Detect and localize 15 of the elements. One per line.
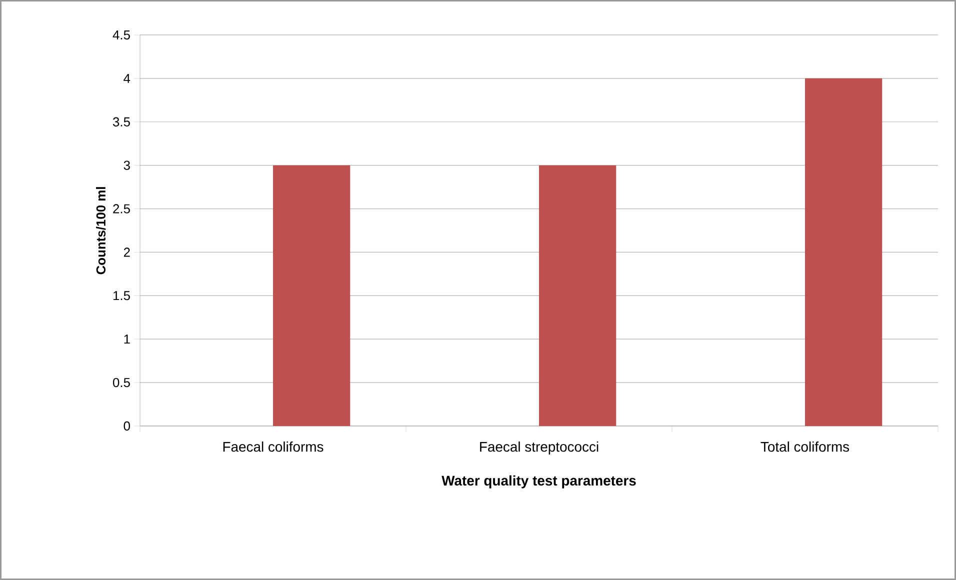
y-tick-label: 2 (124, 248, 130, 257)
y-tick-label: 2.5 (113, 204, 130, 214)
y-tick-label: 0.5 (112, 378, 130, 388)
y-tick-label: 3 (124, 160, 130, 170)
x-tick-label: Faecal coliforms (223, 442, 324, 452)
x-tick-label: Faecal streptococci (480, 442, 598, 454)
y-tick-label: 4 (124, 74, 130, 83)
x-axis-title: Water quality test parameters (442, 475, 636, 488)
y-tick-label: 0 (124, 421, 130, 431)
y-tick-label: 1.5 (113, 291, 130, 300)
x-tick-label: Total coliforms (760, 442, 850, 452)
y-axis-title: Counts/100 ml (96, 187, 106, 274)
y-tick-label: 1 (124, 334, 130, 344)
y-tick-label: 4.5 (112, 30, 130, 40)
y-tick-label: 3.5 (112, 117, 130, 126)
